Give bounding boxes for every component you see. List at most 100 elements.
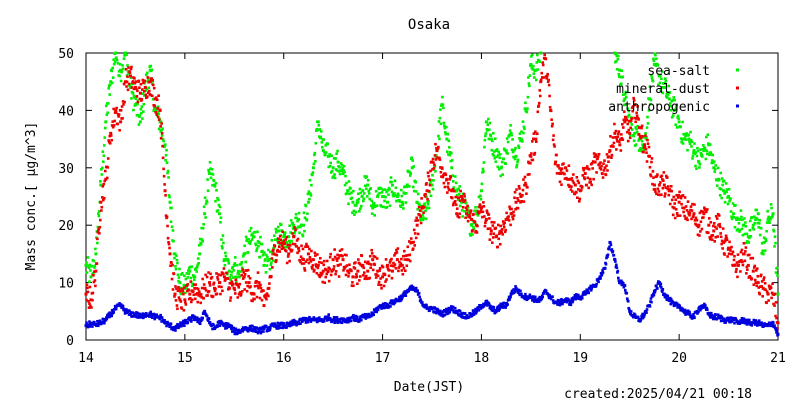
y-tick-label: 50 (58, 47, 74, 62)
data-point (122, 57, 126, 60)
data-point (226, 258, 230, 261)
data-point (728, 247, 732, 250)
data-point (497, 232, 501, 236)
data-point (520, 130, 523, 133)
data-point (298, 258, 302, 262)
data-point (695, 218, 699, 222)
data-point (212, 179, 216, 182)
data-point (152, 312, 156, 316)
data-point (399, 262, 403, 265)
data-point (122, 307, 126, 311)
data-point (346, 269, 350, 273)
data-point (437, 145, 440, 149)
data-point (184, 303, 188, 306)
data-point (100, 205, 104, 209)
data-point (449, 175, 453, 179)
data-point (607, 160, 610, 163)
data-point (697, 225, 700, 229)
data-point (411, 159, 415, 162)
data-point (400, 297, 404, 300)
data-point (356, 200, 360, 204)
data-point (521, 194, 524, 197)
data-point (730, 217, 734, 221)
data-point (318, 128, 322, 131)
data-point (381, 188, 385, 192)
data-point (259, 283, 262, 287)
data-point (240, 274, 243, 277)
data-point (600, 164, 603, 168)
data-point (651, 170, 655, 173)
data-point (306, 212, 309, 216)
data-points (84, 51, 780, 337)
data-point (254, 243, 258, 247)
data-point (138, 114, 142, 118)
data-point (605, 164, 608, 168)
data-point (480, 205, 484, 209)
data-point (502, 157, 505, 161)
data-point (241, 329, 244, 333)
data-point (270, 239, 274, 242)
data-point (750, 216, 754, 219)
data-point (258, 255, 262, 259)
data-point (335, 259, 339, 262)
data-point (548, 106, 552, 109)
data-point (334, 270, 338, 273)
data-point (324, 268, 328, 272)
data-point (200, 318, 204, 321)
data-point (326, 315, 330, 319)
data-point (447, 139, 451, 143)
data-point (748, 253, 751, 257)
data-point (217, 212, 221, 216)
data-point (612, 141, 616, 145)
data-point (190, 298, 194, 302)
data-point (568, 301, 572, 305)
data-point (448, 188, 451, 192)
data-point (426, 171, 430, 175)
data-point (368, 276, 372, 280)
data-point (692, 214, 695, 218)
data-point (690, 145, 693, 148)
data-point (274, 260, 278, 264)
data-point (249, 327, 252, 330)
data-point (551, 138, 555, 142)
data-point (256, 331, 260, 335)
data-point (249, 226, 253, 230)
data-point (498, 242, 502, 246)
data-point (312, 162, 316, 166)
data-point (218, 205, 222, 209)
data-point (719, 171, 722, 175)
data-point (353, 317, 357, 321)
data-point (652, 292, 655, 296)
data-point (433, 165, 437, 168)
data-point (571, 179, 575, 183)
data-point (285, 241, 288, 245)
data-point (245, 269, 248, 272)
data-point (427, 206, 431, 210)
data-point (634, 117, 638, 120)
data-point (289, 219, 293, 222)
data-point (626, 139, 630, 143)
data-point (424, 217, 428, 221)
data-point (588, 286, 592, 290)
data-point (102, 154, 106, 158)
data-point (322, 259, 326, 263)
data-point (610, 153, 614, 157)
data-point (88, 302, 91, 306)
data-point (471, 313, 474, 317)
data-point (621, 126, 625, 129)
data-point (319, 271, 323, 275)
data-point (314, 141, 318, 145)
data-point (321, 269, 325, 273)
data-point (555, 153, 558, 157)
data-point (500, 228, 504, 231)
data-point (490, 148, 494, 152)
data-point (634, 143, 638, 146)
data-point (473, 220, 477, 224)
data-point (277, 240, 281, 244)
data-point (231, 265, 235, 269)
data-point (301, 247, 305, 251)
data-point (750, 277, 754, 280)
data-point (394, 194, 397, 197)
data-point (456, 215, 460, 218)
data-point (720, 196, 723, 200)
